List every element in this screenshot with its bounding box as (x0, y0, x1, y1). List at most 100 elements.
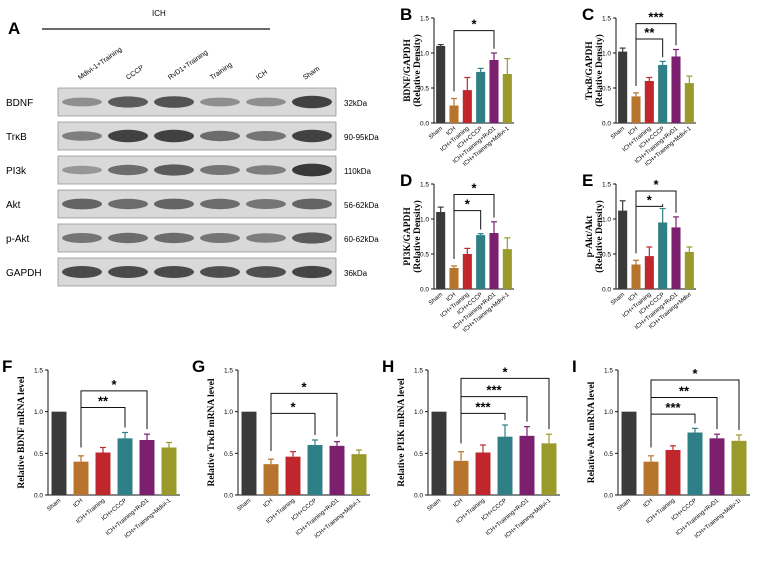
protein-band (108, 96, 148, 108)
significance-label: * (502, 364, 508, 379)
panel-label: C (582, 5, 594, 24)
y-tick-label: 1.5 (34, 368, 43, 375)
significance-label: * (471, 17, 477, 32)
significance-bracket (635, 23, 677, 86)
bar (643, 461, 659, 495)
bar (307, 445, 323, 495)
y-axis-label-sub: (Relative Density) (412, 200, 423, 273)
western-blot-figure: A ICH Mdivi-1+Training CCCP RvD1+Training Tra… (6, 9, 379, 287)
bar (431, 411, 447, 495)
bar (519, 435, 535, 495)
bar (541, 443, 557, 495)
significance-bracket (453, 30, 495, 92)
x-category-label: ICH (446, 126, 458, 137)
protein-band (292, 265, 332, 279)
panel-label-a: A (8, 19, 20, 38)
y-tick-label: 1.5 (602, 182, 611, 189)
x-category-label: Sham (428, 292, 444, 307)
y-tick-label: 1.0 (224, 409, 233, 416)
protein-band (200, 130, 240, 142)
bar (139, 440, 155, 495)
x-category-label: ICH (446, 292, 458, 303)
significance-label: * (647, 192, 653, 207)
bar (671, 56, 681, 123)
significance-bracket (453, 210, 482, 259)
y-tick-label: 0.5 (34, 451, 43, 458)
protein-band (62, 165, 102, 175)
significance-bracket (635, 190, 677, 254)
bar (161, 447, 177, 495)
significance-bracket (270, 392, 338, 451)
significance-label: *** (648, 10, 664, 25)
significance-label: *** (665, 400, 681, 415)
panel-label: I (572, 357, 577, 376)
panel-label: G (192, 357, 205, 376)
chart-b: B BDNF/GAPDH (Relative Density) 0.0 0.5 1.0 1.… (400, 5, 514, 168)
bar (462, 90, 472, 123)
bar (285, 456, 301, 495)
panel-label: E (582, 171, 593, 190)
bar (462, 254, 472, 289)
y-tick-label: 1.0 (34, 409, 43, 416)
bar (489, 233, 499, 289)
y-tick-label: 1.5 (414, 368, 423, 375)
significance-label: ** (679, 384, 690, 399)
y-tick-label: 1.0 (602, 51, 611, 58)
y-tick-label: 0.5 (414, 451, 423, 458)
y-axis-label: BDNF/GAPDH (403, 38, 413, 101)
bar (475, 452, 491, 495)
y-tick-label: 1.5 (604, 368, 613, 375)
x-category-label: Sham (610, 292, 626, 307)
bar (453, 460, 469, 495)
bar (684, 83, 694, 123)
lane-label: ICH (255, 69, 269, 82)
significance-bracket (270, 412, 316, 451)
y-tick-label: 0.5 (420, 86, 429, 93)
y-axis-label: PI3K/GAPDH (403, 207, 413, 266)
bar (489, 60, 499, 123)
protein-band (246, 233, 286, 243)
y-tick-label: 1.0 (414, 409, 423, 416)
panel-label: D (400, 171, 412, 190)
x-category-label: ICH (628, 292, 640, 303)
significance-bracket (650, 413, 696, 448)
protein-band (200, 233, 240, 243)
significance-label: * (653, 177, 659, 192)
blot-strip (57, 189, 337, 219)
blot-strip (57, 87, 337, 117)
blot-strip (57, 257, 337, 287)
band-kda-label: 56-62kDa (344, 201, 379, 210)
chart-d: D PI3K/GAPDH (Relative Density) 0.0 0.5 1.0 1.… (400, 171, 514, 334)
significance-bracket (80, 407, 126, 448)
significance-label: *** (486, 383, 502, 398)
y-tick-label: 0.0 (602, 287, 611, 294)
y-tick-label: 0.5 (604, 451, 613, 458)
y-tick-label: 1.0 (604, 409, 613, 416)
bar (351, 454, 367, 495)
x-category-label: ICH (453, 498, 465, 509)
protein-band (108, 198, 148, 210)
bar (731, 440, 747, 495)
bar (497, 436, 513, 495)
x-category-label: Sham (428, 126, 444, 141)
bar (631, 264, 641, 289)
protein-band (200, 97, 240, 107)
bar (671, 227, 681, 289)
bar (449, 105, 459, 123)
y-tick-label: 0.0 (34, 493, 43, 500)
bar (631, 96, 641, 123)
protein-band (108, 129, 148, 143)
y-tick-label: 1.0 (420, 51, 429, 58)
y-tick-label: 1.0 (602, 217, 611, 224)
protein-band (292, 198, 332, 210)
band-name-label: PI3k (6, 166, 27, 177)
bar (117, 438, 133, 495)
panel-label: B (400, 5, 412, 24)
blot-strip (57, 121, 337, 151)
chart-panel-d: D PI3K/GAPDH (Relative Density) 0.0 0.5 1.0 1.… (398, 170, 522, 340)
panel-label: H (382, 357, 394, 376)
y-axis-label: Relative Akt mRNA level (587, 381, 597, 483)
band-kda-label: 90-95kDa (344, 133, 379, 142)
bar (621, 411, 637, 495)
